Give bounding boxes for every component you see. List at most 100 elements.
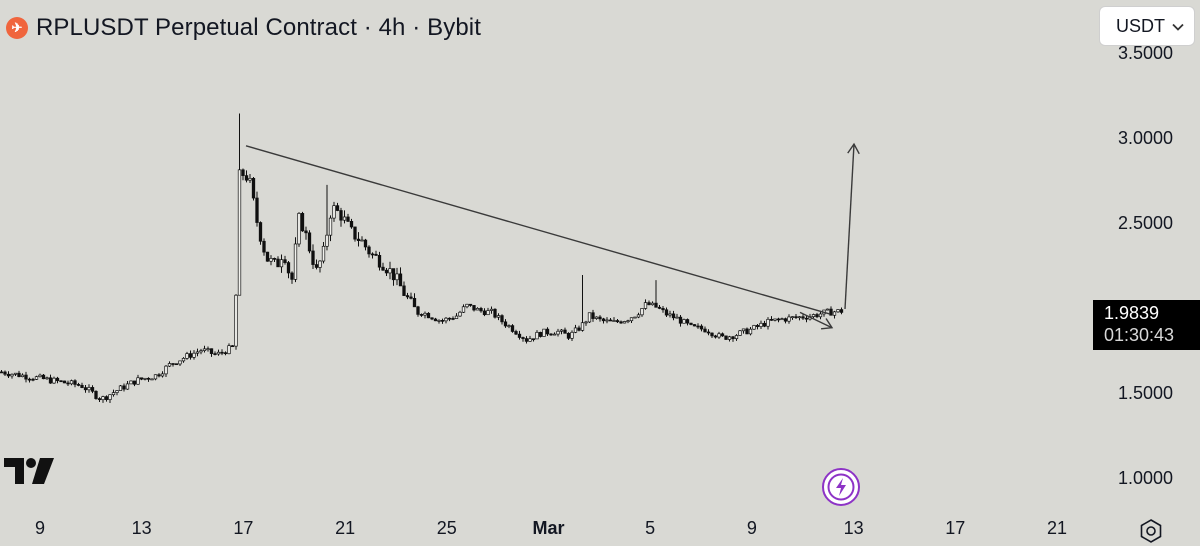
candle-body-up bbox=[437, 320, 441, 322]
candle-body-up bbox=[227, 345, 231, 355]
candle-body-down bbox=[104, 396, 109, 400]
candle-body-down bbox=[500, 315, 504, 323]
candle-body-down bbox=[514, 331, 518, 335]
page-title: RPLUSDT Perpetual Contract · 4h · Bybit bbox=[36, 14, 481, 41]
candle-body-down bbox=[353, 226, 357, 240]
candle-body-up bbox=[293, 243, 298, 280]
candle-body-down bbox=[671, 313, 676, 319]
candle-body-down bbox=[171, 363, 175, 365]
candle-body-up bbox=[486, 310, 490, 316]
candle-body-up bbox=[748, 328, 753, 335]
candle-body-up bbox=[612, 320, 616, 322]
candle-body-down bbox=[174, 363, 179, 366]
candle-body-down bbox=[3, 371, 7, 375]
candle-body-down bbox=[440, 320, 445, 322]
candle-body-up bbox=[573, 327, 578, 333]
candle-body-up bbox=[633, 316, 637, 319]
candle-body-up bbox=[34, 376, 39, 380]
candle-body-down bbox=[804, 317, 809, 320]
tradingview-logo-icon[interactable] bbox=[4, 456, 58, 486]
candle-body-down bbox=[94, 390, 98, 399]
candle-body-down bbox=[286, 262, 291, 274]
candle-body-down bbox=[356, 238, 361, 241]
candle-body-down bbox=[829, 308, 833, 316]
time-axis-tick-label: 9 bbox=[34, 518, 46, 538]
candle-body-down bbox=[762, 322, 767, 327]
candle-body-down bbox=[188, 353, 193, 358]
candle-body-up bbox=[773, 318, 777, 321]
candle-body-up bbox=[342, 216, 347, 221]
candle-body-up bbox=[38, 374, 42, 378]
candle-body-up bbox=[636, 314, 641, 318]
candle-body-up bbox=[759, 322, 763, 327]
candle-body-down bbox=[524, 338, 529, 342]
candle-body-up bbox=[640, 308, 644, 316]
candle-body-up bbox=[87, 387, 91, 391]
gear-icon[interactable] bbox=[1138, 518, 1164, 544]
candle-body-down bbox=[6, 373, 11, 377]
candle-body-up bbox=[465, 303, 469, 308]
candle-body-down bbox=[241, 169, 245, 176]
currency-dropdown[interactable]: USDT bbox=[1099, 6, 1195, 46]
candle-body-down bbox=[654, 302, 658, 308]
candle-body-down bbox=[265, 251, 270, 262]
candle-body-down bbox=[549, 333, 553, 336]
time-axis-tick-label: 25 bbox=[436, 518, 457, 538]
candle-body-down bbox=[815, 314, 819, 318]
candle-body-down bbox=[769, 318, 774, 321]
candle-body-up bbox=[825, 308, 830, 311]
candle-body-up bbox=[489, 308, 494, 311]
candle-body-up bbox=[125, 383, 130, 390]
candle-body-down bbox=[601, 318, 606, 322]
candle-body-down bbox=[517, 333, 522, 338]
candle-body-down bbox=[220, 351, 224, 354]
candle-body-down bbox=[493, 308, 497, 318]
candle-body-down bbox=[381, 266, 385, 271]
candle-body-down bbox=[262, 240, 266, 253]
candle-body-down bbox=[255, 197, 259, 223]
candle-body-up bbox=[52, 377, 56, 384]
time-axis-tick-label: Mar bbox=[532, 518, 565, 538]
candle-body-down bbox=[692, 324, 697, 327]
candle-body-up bbox=[237, 169, 242, 296]
candle-body-up bbox=[101, 396, 105, 401]
rocket-pool-coin-icon: ✈ bbox=[6, 17, 28, 39]
candle-body-down bbox=[598, 316, 602, 320]
candle-body-down bbox=[591, 312, 595, 319]
projection-arrow bbox=[844, 144, 855, 310]
candle-body-down bbox=[426, 312, 431, 319]
candle-body-up bbox=[766, 318, 770, 327]
candle-body-down bbox=[664, 309, 669, 316]
candle-body-up bbox=[321, 245, 326, 262]
candle-body-up bbox=[818, 313, 823, 318]
candle-body-down bbox=[391, 268, 396, 281]
candle-body-up bbox=[780, 318, 784, 321]
candle-body-down bbox=[608, 319, 613, 322]
time-axis-tick-label: 13 bbox=[131, 518, 152, 538]
candle-body-up bbox=[594, 316, 599, 319]
candle-body-down bbox=[300, 213, 305, 232]
candle-body-down bbox=[73, 380, 77, 385]
candle-body-down bbox=[647, 302, 651, 306]
candle-body-up bbox=[552, 333, 557, 336]
candle-body-down bbox=[59, 380, 63, 383]
last-price-value: 1.9839 bbox=[1104, 303, 1160, 323]
candle-body-down bbox=[80, 384, 84, 388]
candle-body-up bbox=[626, 320, 630, 323]
candle-body-down bbox=[146, 377, 151, 380]
price-axis-tick-label: 3.5000 bbox=[1117, 43, 1173, 63]
candle-body-down bbox=[724, 335, 728, 340]
candle-body-up bbox=[535, 331, 539, 340]
candle-body-down bbox=[521, 337, 525, 339]
candle-body-down bbox=[696, 325, 700, 328]
candle-body-down bbox=[755, 325, 760, 327]
lightning-bolt-icon[interactable] bbox=[822, 468, 860, 506]
candle-body-up bbox=[584, 321, 588, 324]
candle-body-down bbox=[24, 374, 28, 380]
candle-body-up bbox=[475, 308, 480, 311]
candle-body-down bbox=[335, 205, 340, 211]
candle-body-up bbox=[216, 351, 221, 355]
candle-body-down bbox=[283, 259, 287, 263]
